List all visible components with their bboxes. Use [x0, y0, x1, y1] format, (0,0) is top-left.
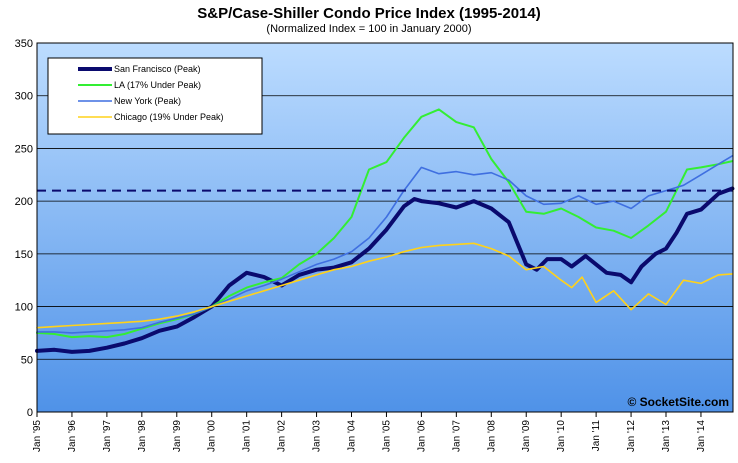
y-tick-label: 200	[15, 196, 33, 208]
plot-area: 0 50 100 150 200 250 300 350 Jan '95 Jan '96 Jan '…	[15, 38, 735, 452]
x-tick-label: Jan '07	[451, 420, 462, 452]
x-tick-label: Jan '11	[591, 420, 602, 452]
x-tick-label: Jan '04	[347, 420, 358, 452]
series-line-2	[36, 155, 734, 334]
x-tick-label: Jan '06	[416, 420, 427, 452]
y-tick-label: 100	[15, 302, 33, 314]
x-tick-label: Jan '97	[102, 420, 113, 452]
x-tick-label: Jan '98	[137, 420, 148, 452]
x-tick-label: Jan '96	[67, 420, 78, 452]
y-tick-label: 350	[15, 38, 33, 50]
watermark-text: © SocketSite.com	[627, 395, 729, 409]
y-tick-label: 250	[15, 143, 33, 155]
y-tick-label: 50	[21, 354, 33, 366]
x-tick-label: Jan '14	[696, 420, 707, 452]
plot-frame	[36, 42, 734, 413]
chart-subtitle: (Normalized Index = 100 in January 2000)	[266, 23, 472, 35]
series-line-0	[35, 186, 735, 354]
x-tick-label: Jan '02	[277, 420, 288, 452]
legend-label-3: Chicago (19% Under Peak)	[114, 112, 224, 122]
legend-label-1: LA (17% Under Peak)	[114, 80, 201, 90]
legend-label-2: New York (Peak)	[114, 96, 181, 106]
x-tick-label: Jan '12	[626, 420, 637, 452]
chart-title: S&P/Case-Shiller Condo Price Index (1995…	[197, 5, 541, 22]
x-tick-label: Jan '09	[521, 420, 532, 452]
x-tick-label: Jan '01	[242, 420, 253, 452]
x-tick-label: Jan '05	[381, 420, 392, 452]
x-tick-label: Jan '95	[32, 420, 43, 452]
y-tick-label: 150	[15, 249, 33, 261]
y-tick-label: 300	[15, 91, 33, 103]
x-tick-label: Jan '00	[207, 420, 218, 452]
x-tick-label: Jan '13	[661, 420, 672, 452]
x-tick-label: Jan '08	[486, 420, 497, 452]
series-line-1	[36, 108, 734, 339]
x-tick-label: Jan '03	[312, 420, 323, 452]
y-tick-label: 0	[27, 407, 33, 419]
legend-label-0: San Francisco (Peak)	[114, 64, 201, 74]
x-tick-label: Jan '99	[172, 420, 183, 452]
x-tick-label: Jan '10	[556, 420, 567, 452]
series-line-3	[36, 242, 734, 329]
